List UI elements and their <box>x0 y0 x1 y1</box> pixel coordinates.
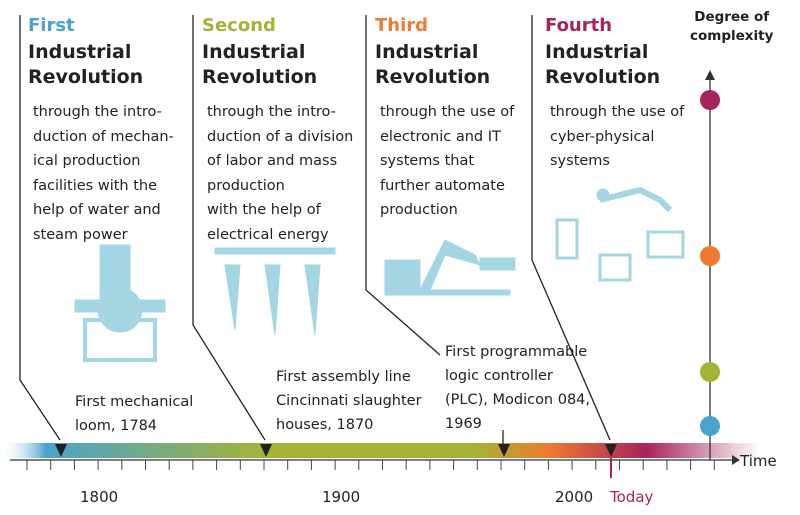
label-line: Degree of <box>694 9 770 25</box>
ordinal: First <box>28 15 75 36</box>
revolution-title: Industrial Revolution <box>375 41 491 88</box>
era-lines <box>19 15 611 445</box>
milestone-line: Cincinnati slaughter <box>276 393 422 409</box>
revolution-title: Industrial Revolution <box>545 41 661 88</box>
milestone-line: First programmable <box>445 344 588 360</box>
milestone-line: loom, 1784 <box>75 418 158 434</box>
ordinal: Second <box>202 15 276 36</box>
description-line: through the intro- <box>207 104 336 120</box>
description-line: through the intro- <box>33 104 162 120</box>
description-line: with the help of <box>207 202 321 218</box>
description-line: facilities with the <box>33 177 158 194</box>
description-line: production <box>207 177 285 194</box>
description-line: of labor and mass <box>207 153 338 169</box>
axis-arrow <box>705 70 715 80</box>
milestone-line: logic controller <box>445 368 553 384</box>
year-label: 1900 <box>322 488 361 506</box>
description-line: electronic and IT <box>380 128 501 145</box>
description-line: help of water and <box>33 202 161 218</box>
description-line: through the use of <box>550 104 685 120</box>
level-dot <box>700 362 720 382</box>
level-dot <box>700 246 720 266</box>
description-line: through the use of <box>380 104 515 120</box>
level-dot <box>700 416 720 436</box>
level-dot <box>700 90 720 110</box>
today-label: Today <box>610 488 654 506</box>
revolution-title: Industrial Revolution <box>202 41 318 88</box>
description-line: cyber-physical <box>550 128 655 145</box>
description-line: duction of a division <box>207 128 354 145</box>
description-line: duction of mechan- <box>33 128 174 145</box>
description-line: ical production <box>33 153 141 169</box>
description-line: further automate <box>380 177 505 194</box>
year-label: 1800 <box>80 488 119 506</box>
axis-ticks <box>26 460 715 470</box>
milestone-line: First assembly line <box>276 369 411 385</box>
complexity-label: Degree of complexity <box>690 8 773 46</box>
milestone-line: 1969 <box>445 416 482 432</box>
ordinal: Fourth <box>545 15 613 36</box>
description-line: systems <box>550 153 610 169</box>
description-line: production <box>380 202 458 218</box>
description-line: systems that <box>380 153 475 169</box>
time-label: Time <box>740 452 777 470</box>
ordinal: Third <box>375 15 429 36</box>
milestone-line: (PLC), Modicon 084, <box>445 392 591 408</box>
description-line: electrical energy <box>207 226 329 243</box>
milestone-line: First mechanical <box>75 394 194 410</box>
description-line: steam power <box>33 226 128 243</box>
revolution-title: Industrial Revolution <box>28 41 144 88</box>
timeline-band <box>0 443 760 458</box>
axis-arrow <box>732 455 740 465</box>
milestone-line: houses, 1870 <box>276 417 374 433</box>
illustrations <box>74 186 685 362</box>
markers <box>55 444 617 457</box>
year-label: 2000 <box>555 488 594 506</box>
label-line: complexity <box>690 28 774 44</box>
